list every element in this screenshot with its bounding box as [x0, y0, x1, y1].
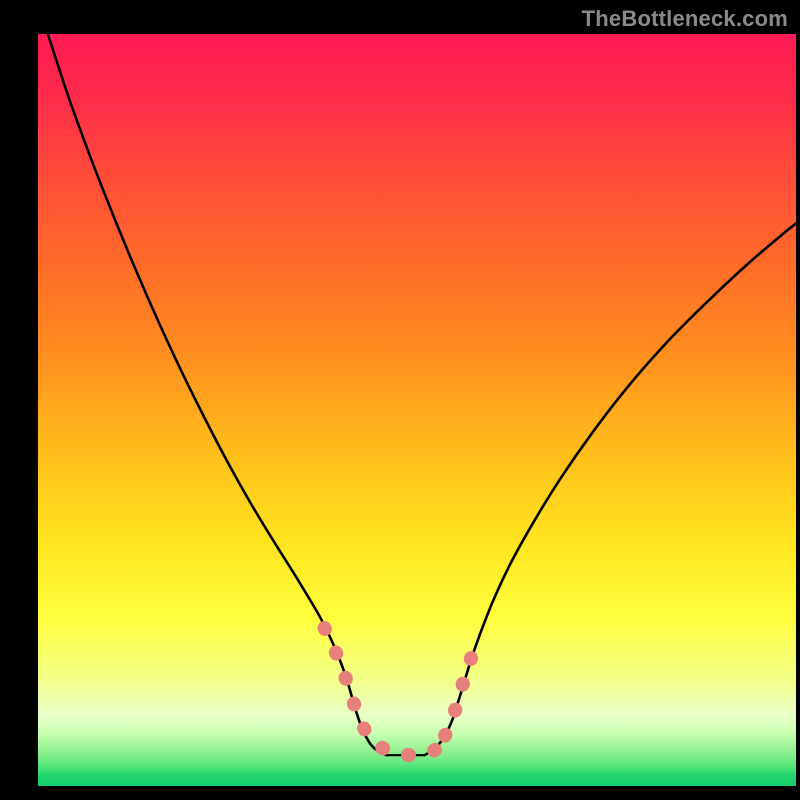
gradient-bg — [38, 34, 796, 786]
plot-svg — [38, 34, 796, 786]
watermark-text: TheBottleneck.com — [582, 6, 788, 32]
chart-frame: TheBottleneck.com — [0, 0, 800, 800]
